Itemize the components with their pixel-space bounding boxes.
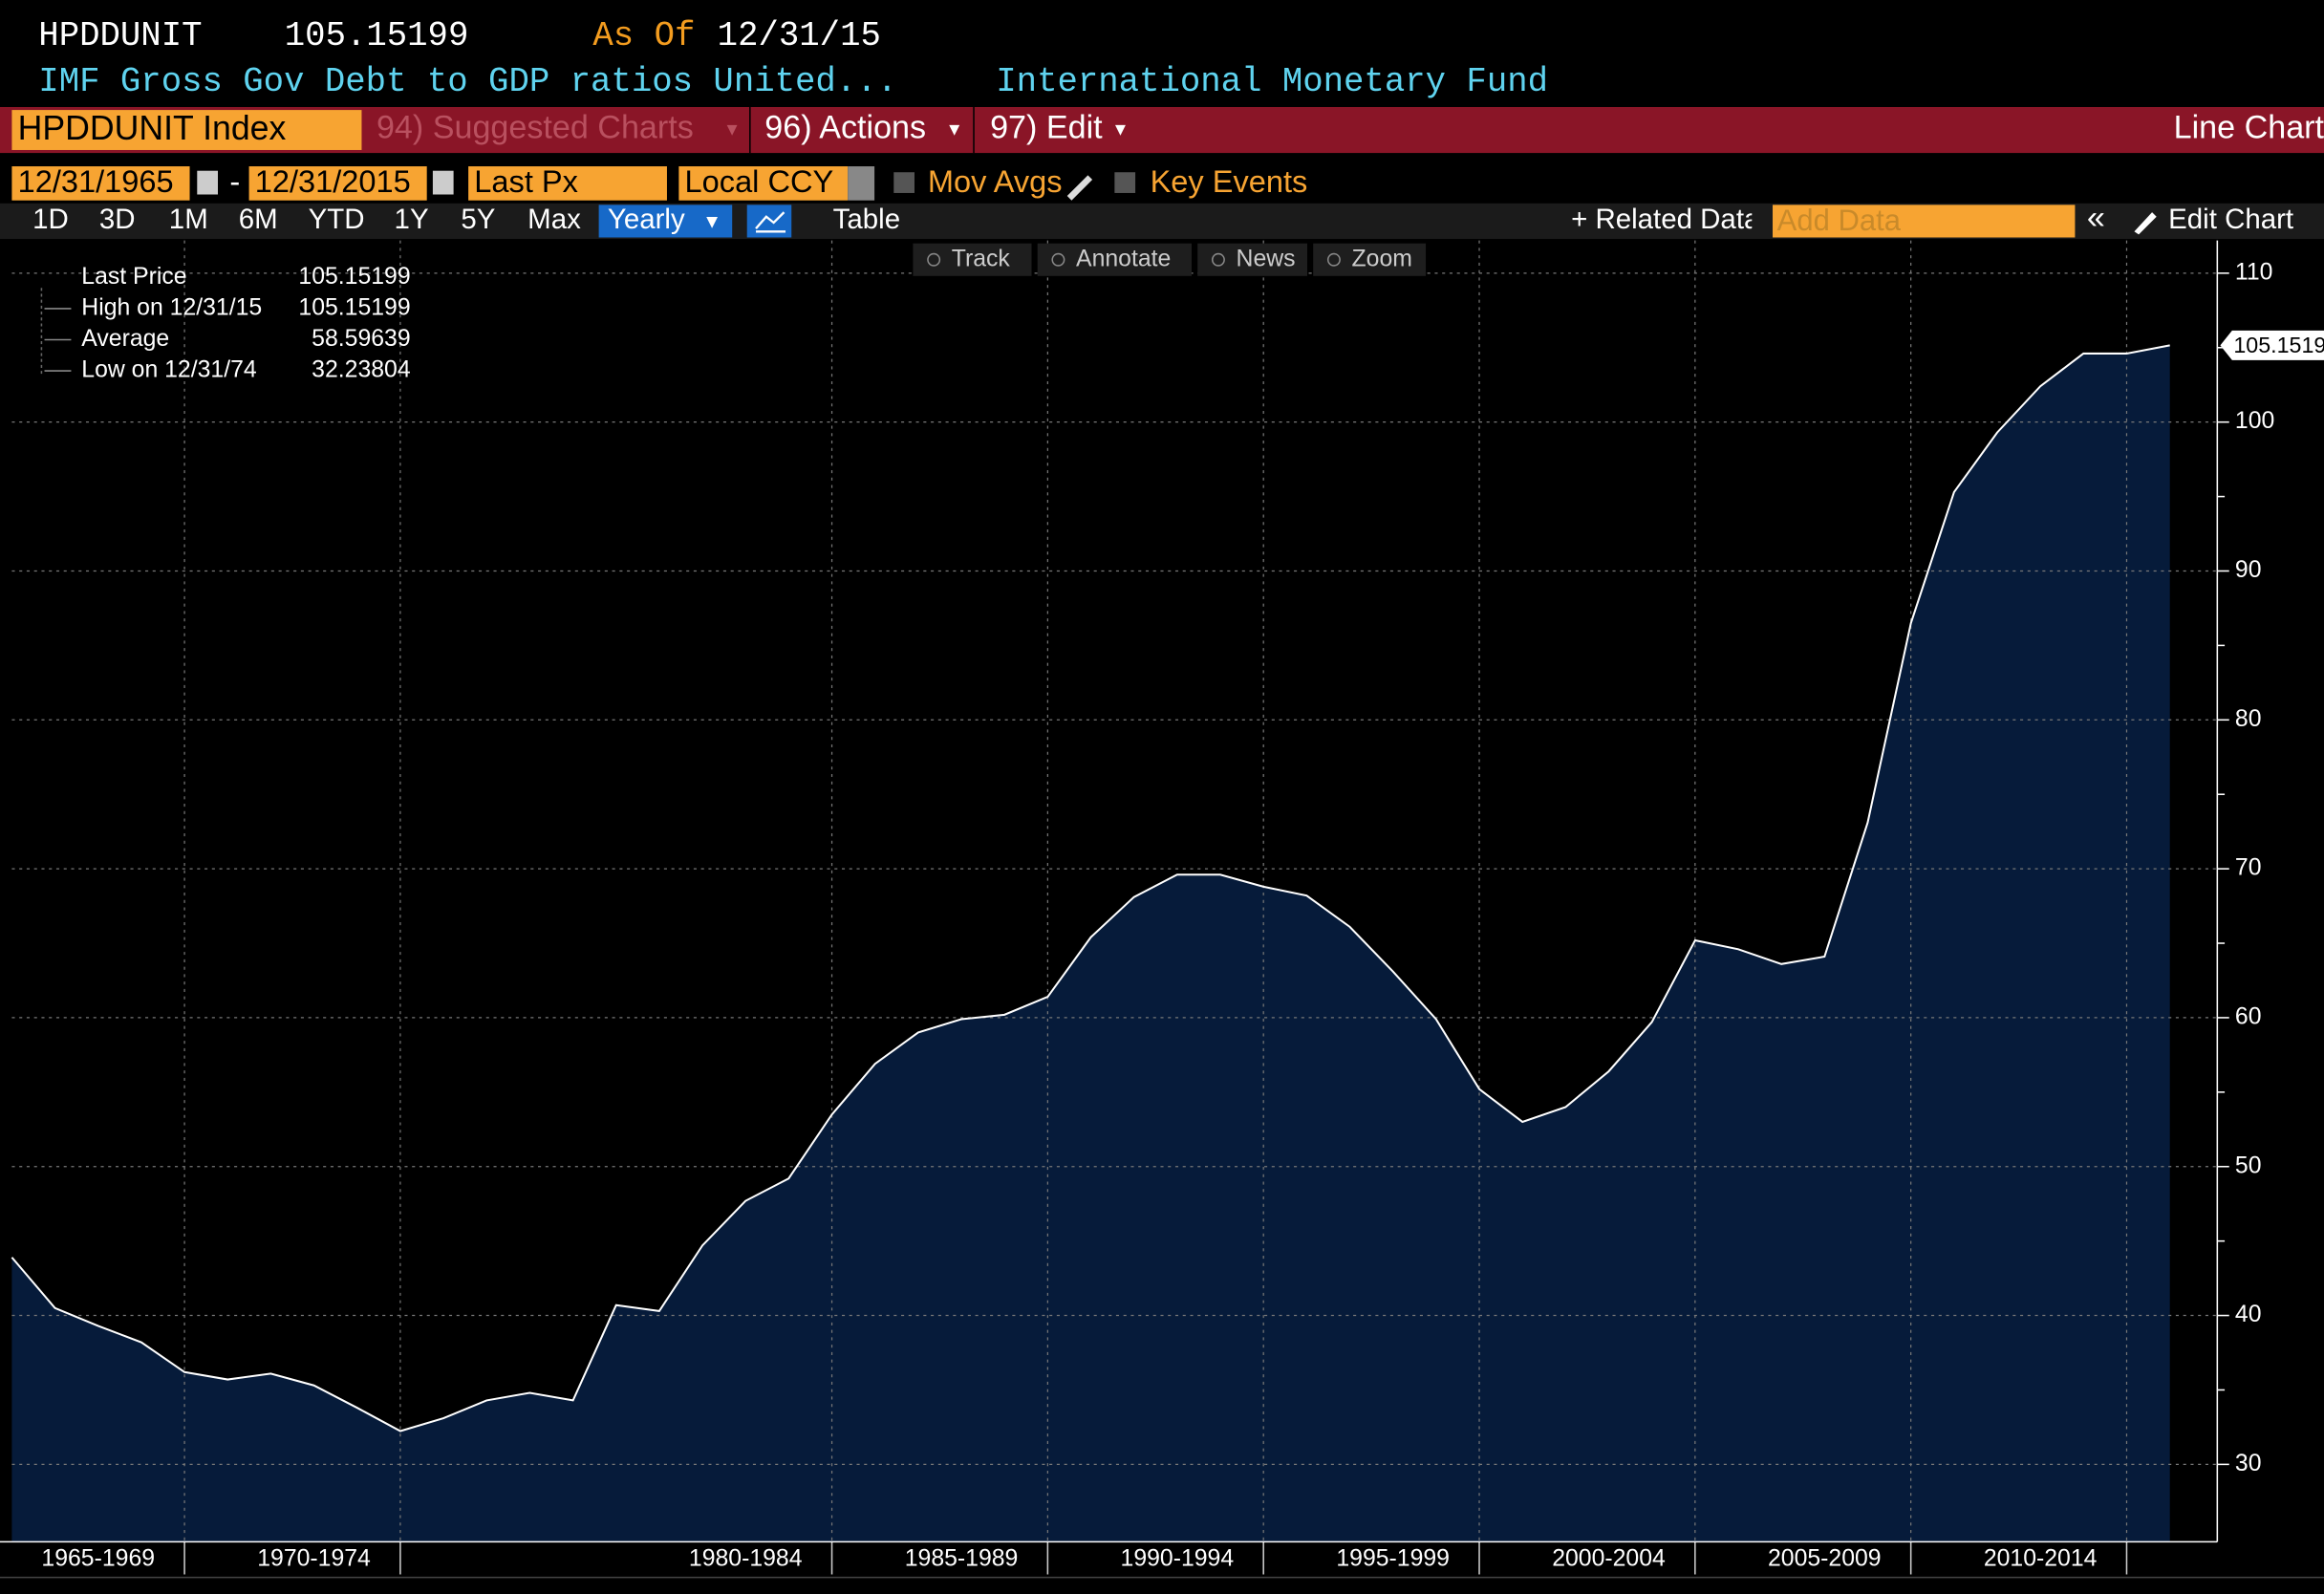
add-data-box[interactable] (1773, 205, 2076, 238)
y-tick-label: 50 (2235, 1152, 2262, 1178)
field-box[interactable] (468, 166, 667, 201)
price: 105.15199 (285, 16, 469, 55)
x-tick-label: 1970-1974 (257, 1546, 371, 1572)
y-tick-label: 80 (2235, 706, 2262, 732)
legend-value: 58.59639 (312, 326, 410, 352)
period-button[interactable]: 1M (169, 204, 208, 235)
end-date-box[interactable] (248, 166, 427, 201)
y-tick-label: 60 (2235, 1003, 2262, 1029)
period-button[interactable]: 1Y (395, 204, 429, 235)
menu-bar (0, 107, 2324, 154)
as-of-date: 12/31/15 (718, 16, 881, 55)
related-data[interactable]: + Related Data (1571, 204, 1760, 235)
legend-value: 105.15199 (298, 264, 410, 290)
date-separator: - (229, 164, 240, 199)
freq-arrow: ▼ (702, 211, 721, 232)
menu-actions[interactable]: 96) Actions (764, 109, 926, 145)
currency[interactable]: Local CCY (685, 164, 834, 199)
legend-value: 105.15199 (298, 294, 410, 320)
menu-arrow: ▼ (723, 119, 741, 140)
start-date-box[interactable] (11, 166, 190, 201)
period-button[interactable]: 3D (99, 204, 136, 235)
period-button[interactable]: 5Y (461, 204, 495, 235)
frequency[interactable]: Yearly (608, 204, 685, 235)
period-button[interactable]: 1D (32, 204, 69, 235)
table-button[interactable]: Table (833, 204, 900, 235)
tool-icon (927, 252, 941, 267)
key-events[interactable]: Key Events (1151, 164, 1308, 199)
pencil-icon (2134, 212, 2157, 235)
chart-tool[interactable]: Annotate (1076, 246, 1171, 271)
description: IMF Gross Gov Debt to GDP ratios United.… (38, 62, 897, 101)
calendar-icon[interactable] (197, 170, 218, 195)
area-fill (11, 345, 2170, 1542)
legend-label: Average (81, 326, 169, 352)
chart-type[interactable]: Line Chart (2174, 109, 2324, 145)
period-button[interactable]: 6M (239, 204, 278, 235)
menu-suggested[interactable]: 94) Suggested Charts (377, 109, 694, 145)
x-tick-label: 2010-2014 (1984, 1546, 2098, 1572)
edit-chart[interactable]: Edit Chart (2168, 204, 2293, 235)
x-tick-label: 2000-2004 (1552, 1546, 1666, 1572)
y-tick-label: 70 (2235, 855, 2262, 881)
tool-box[interactable] (1037, 243, 1193, 276)
collapse-icon[interactable]: « (2087, 200, 2105, 236)
legend-label: Low on 12/31/74 (81, 357, 257, 383)
tool-icon (1211, 252, 1225, 267)
mov-avgs[interactable]: Mov Avgs (928, 164, 1063, 199)
security[interactable]: HPDDUNIT Index (18, 109, 287, 147)
calendar-icon[interactable] (432, 170, 454, 195)
end-date[interactable]: 12/31/2015 (255, 164, 411, 199)
y-tick-label: 90 (2235, 557, 2262, 583)
currency-box[interactable] (678, 166, 849, 201)
pencil-icon[interactable] (1066, 175, 1093, 201)
x-tick-label: 1985-1989 (905, 1546, 1019, 1572)
y-tick-label: 100 (2235, 408, 2274, 434)
y-tick-label: 40 (2235, 1302, 2262, 1327)
x-tick-label: 1995-1999 (1336, 1546, 1450, 1572)
frequency-box[interactable] (598, 205, 733, 238)
tool-box[interactable] (1313, 243, 1427, 276)
price-line (11, 344, 2170, 1432)
y-tick-label: 30 (2235, 1451, 2262, 1476)
last-price-label: 105.15199 (2233, 333, 2324, 357)
plot (11, 240, 2218, 1542)
x-tick-label: 2005-2009 (1768, 1546, 1882, 1572)
menu-arrow: ▼ (1111, 119, 1129, 140)
last-price-tag (2220, 330, 2324, 360)
tool-icon (1051, 252, 1065, 267)
checkbox[interactable] (893, 172, 915, 193)
legend-label: High on 12/31/15 (81, 294, 262, 320)
chart-tool[interactable]: Track (952, 246, 1011, 271)
dropdown[interactable] (848, 166, 875, 201)
menu-edit[interactable]: 97) Edit (990, 109, 1103, 145)
field[interactable]: Last Px (474, 164, 578, 199)
tool-box[interactable] (913, 243, 1032, 276)
legend-label: Last Price (81, 264, 186, 290)
period-button[interactable]: YTD (309, 204, 365, 235)
source: International Monetary Fund (996, 62, 1548, 101)
period-button[interactable]: Max (527, 204, 581, 235)
legend-value: 32.23804 (312, 357, 411, 383)
menu-arrow: ▼ (946, 119, 963, 140)
ticker: HPDDUNIT (38, 16, 202, 55)
tool-icon (1326, 252, 1341, 267)
tool-box[interactable] (1197, 243, 1307, 276)
as-of-label: As Of (592, 16, 695, 55)
x-tick-label: 1965-1969 (41, 1546, 155, 1572)
x-tick-label: 1990-1994 (1121, 1546, 1235, 1572)
chart-tool[interactable]: Zoom (1352, 246, 1412, 271)
chart-tool[interactable]: News (1237, 246, 1296, 271)
add-data[interactable]: Add Data (1777, 204, 1902, 237)
checkbox[interactable] (1114, 172, 1136, 193)
chart-icon (755, 211, 786, 233)
security-box[interactable] (11, 110, 362, 150)
x-tick-label: 1980-1984 (689, 1546, 803, 1572)
start-date[interactable]: 12/31/1965 (18, 164, 174, 199)
y-tick-label: 110 (2235, 259, 2273, 285)
